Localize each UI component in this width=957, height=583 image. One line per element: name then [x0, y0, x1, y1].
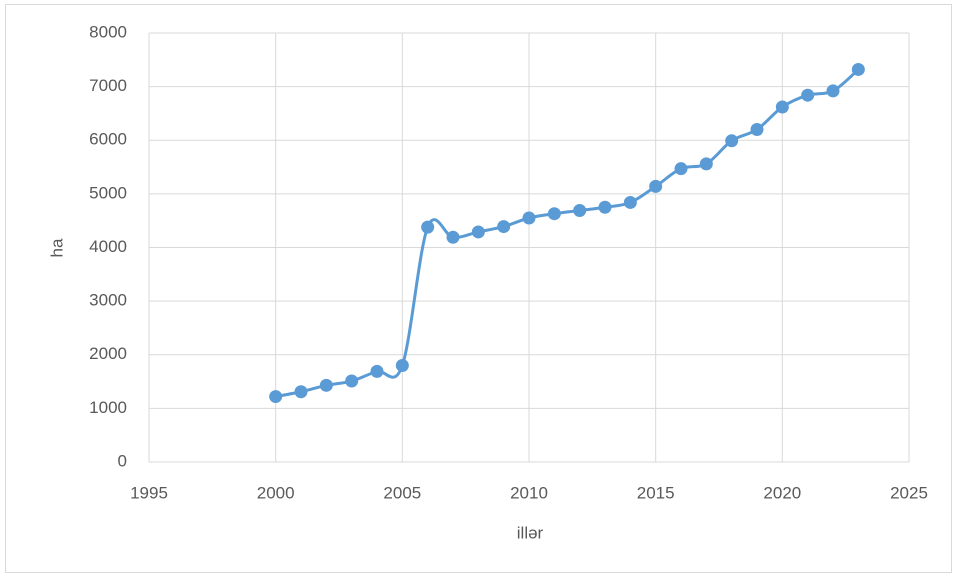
y-tick-label: 5000 [89, 183, 127, 202]
y-tick-label: 6000 [89, 130, 127, 149]
marker [801, 88, 815, 102]
x-tick-label: 2015 [637, 483, 675, 502]
marker [497, 220, 511, 234]
marker [446, 230, 460, 244]
marker [598, 200, 612, 214]
x-tick-label: 2025 [890, 483, 928, 502]
marker [851, 62, 865, 76]
marker [319, 378, 333, 392]
y-tick-label: 7000 [89, 76, 127, 95]
marker [674, 162, 688, 176]
y-tick-label: 3000 [89, 291, 127, 310]
x-tick-label: 2020 [763, 483, 801, 502]
x-axis-label: illər [517, 523, 544, 542]
x-tick-label: 1995 [130, 483, 168, 502]
marker [573, 203, 587, 217]
marker [623, 195, 637, 209]
x-tick-label: 2005 [383, 483, 421, 502]
marker [345, 374, 359, 388]
marker [649, 179, 663, 193]
marker [395, 358, 409, 372]
y-tick-label: 1000 [89, 398, 127, 417]
marker [725, 134, 739, 148]
y-tick-label: 2000 [89, 344, 127, 363]
marker [269, 390, 283, 404]
marker [826, 84, 840, 98]
marker [471, 225, 485, 239]
marker [547, 207, 561, 221]
x-tick-label: 2010 [510, 483, 548, 502]
marker [370, 364, 384, 378]
x-tick-label: 2000 [257, 483, 295, 502]
marker [699, 157, 713, 171]
marker [522, 211, 536, 225]
marker [750, 123, 764, 137]
y-tick-label: 4000 [89, 237, 127, 256]
marker [294, 385, 308, 399]
y-axis-label: ha [47, 238, 66, 257]
y-tick-label: 8000 [89, 22, 127, 41]
marker [775, 100, 789, 114]
marker [421, 220, 435, 234]
y-tick-label: 0 [118, 451, 127, 470]
